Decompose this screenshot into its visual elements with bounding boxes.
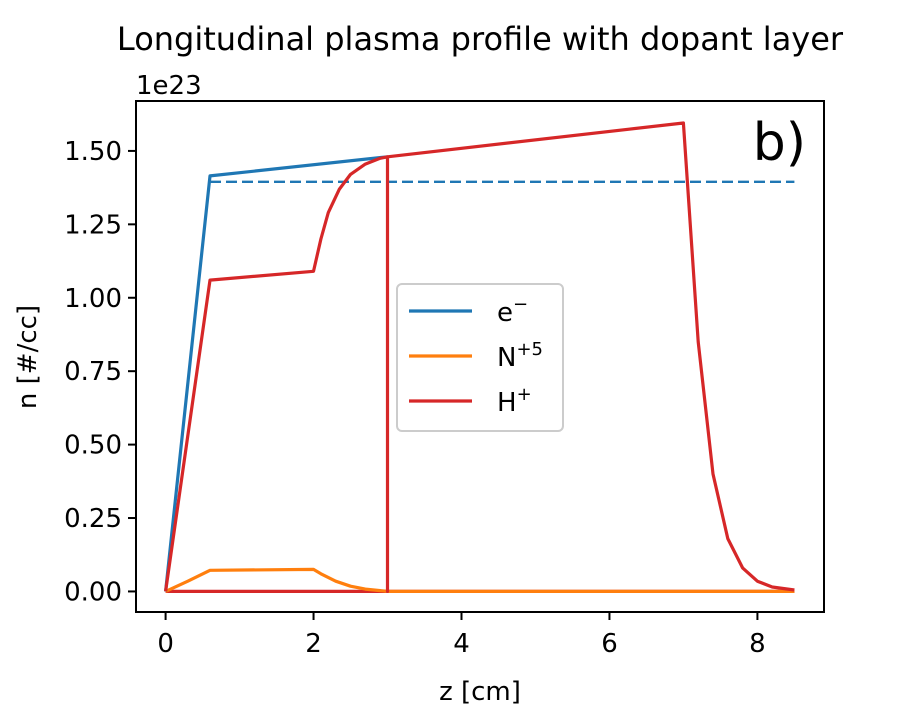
y-axis-label: n [#/cc] [13,305,43,409]
series-line-2 [164,567,795,594]
x-tick-label: 8 [749,629,766,659]
legend-box [396,283,564,432]
y-tick-label: 1.25 [64,210,122,240]
y-tick-label: 0.75 [64,357,122,387]
x-axis: 0 2 4 6 8 [157,612,766,659]
series-layer [164,121,795,594]
y-tick-label: 0.25 [64,504,122,534]
legend: e−N+5H+ [396,283,564,432]
y-tick-label: 1.00 [64,284,122,314]
x-tick-label: 6 [601,629,618,659]
x-axis-label: z [cm] [439,677,521,707]
y-offset-text: 1e23 [136,71,202,101]
y-tick-label: 0.50 [64,431,122,461]
y-tick-label: 0.00 [64,577,122,607]
y-axis: 0.00 0.25 0.50 0.75 1.00 1.25 1.50 [64,137,136,607]
x-tick-label: 4 [453,629,470,659]
x-tick-label: 0 [157,629,174,659]
x-tick-label: 2 [305,629,322,659]
series-line-0 [164,155,388,592]
plot-frame [135,100,825,613]
chart-title: Longitudinal plasma profile with dopant … [117,20,844,58]
series-line-3 [164,121,795,594]
panel-label: b) [753,113,806,173]
y-tick-label: 1.50 [64,137,122,167]
